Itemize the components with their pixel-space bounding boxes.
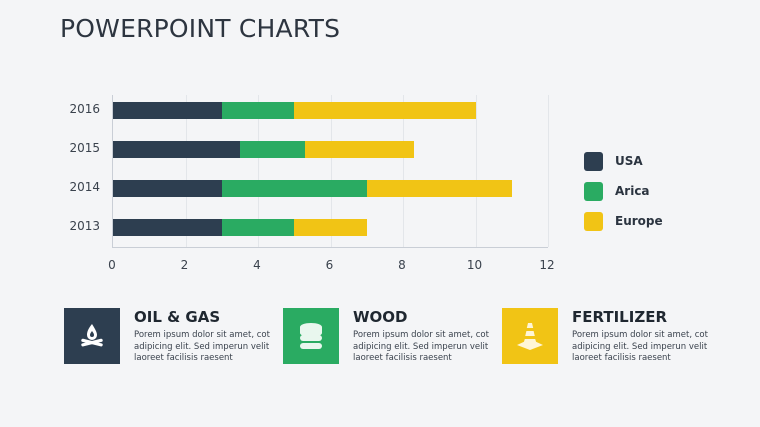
card-fertilizer: FERTILIZER Porem ipsum dolor sit amet, c…: [502, 308, 712, 365]
bar-2014: [113, 179, 512, 197]
bar-segment-usa: [113, 140, 240, 158]
plot-area: [112, 95, 549, 248]
gridline: [403, 95, 404, 247]
legend-swatch-usa: [584, 151, 603, 171]
traffic-cone-icon: [502, 308, 558, 364]
legend-item-africa: Arica: [584, 176, 663, 206]
bar-2015: [113, 140, 414, 158]
x-axis-tick: 2: [180, 258, 189, 272]
gridline: [258, 95, 259, 247]
x-axis-tick: 6: [325, 258, 334, 272]
database-stack-icon: [283, 308, 339, 364]
gridline: [475, 95, 477, 247]
gridline: [330, 95, 332, 247]
bar-segment-europe: [305, 140, 414, 158]
stacked-bar-chart: 2016 2015 2014 2013 0 2 4 6 8 10 12: [69, 95, 555, 272]
bar-segment-europe: [366, 179, 512, 197]
card-title: FERTILIZER: [572, 308, 667, 326]
x-axis-tick: 8: [398, 258, 406, 272]
gridline: [185, 95, 187, 247]
legend-label: USA: [615, 154, 643, 168]
bar-2013: [113, 218, 367, 236]
legend-swatch-europe: [584, 211, 603, 231]
card-description: Porem ipsum dolor sit amet, cot adipicin…: [353, 330, 489, 363]
bar-segment-usa: [113, 101, 222, 119]
x-axis-tick: 10: [466, 258, 483, 272]
bar-segment-europe: [294, 218, 367, 236]
bar-segment-arica: [221, 101, 295, 119]
gridline: [548, 95, 549, 247]
card-description: Porem ipsum dolor sit amet, cot adipicin…: [572, 330, 708, 363]
chart-legend: USA Arica Europe: [584, 146, 663, 236]
y-axis-label: 2013: [69, 219, 100, 233]
page-title: POWERPOINT CHARTS: [60, 14, 341, 43]
y-axis-label: 2014: [69, 180, 100, 194]
bar-segment-usa: [113, 179, 222, 197]
legend-item-usa: USA: [584, 146, 663, 176]
x-axis-tick: 12: [539, 258, 555, 272]
bar-segment-arica: [221, 218, 295, 236]
legend-swatch-africa: [584, 181, 603, 201]
x-axis-tick: 0: [108, 258, 116, 272]
card-title: OIL & GAS: [134, 308, 221, 326]
bar-segment-arica: [239, 140, 306, 158]
x-axis-tick: 4: [253, 258, 261, 272]
legend-label: Europe: [615, 214, 663, 228]
card-title: WOOD: [353, 308, 408, 326]
y-axis-label: 2015: [69, 141, 100, 155]
legend-label: Arica: [615, 184, 650, 198]
card-oil-gas: OIL & GAS Porem ipsum dolor sit amet, co…: [64, 308, 274, 365]
bar-2016: [113, 101, 476, 119]
bar-segment-arica: [221, 179, 367, 197]
bar-segment-usa: [113, 218, 222, 236]
campfire-icon: [64, 308, 120, 364]
legend-item-europe: Europe: [584, 206, 663, 236]
y-axis-label: 2016: [69, 102, 100, 116]
card-description: Porem ipsum dolor sit amet, cot adipicin…: [134, 330, 270, 363]
bar-segment-europe: [294, 101, 476, 119]
card-wood: WOOD Porem ipsum dolor sit amet, cot adi…: [283, 308, 493, 365]
